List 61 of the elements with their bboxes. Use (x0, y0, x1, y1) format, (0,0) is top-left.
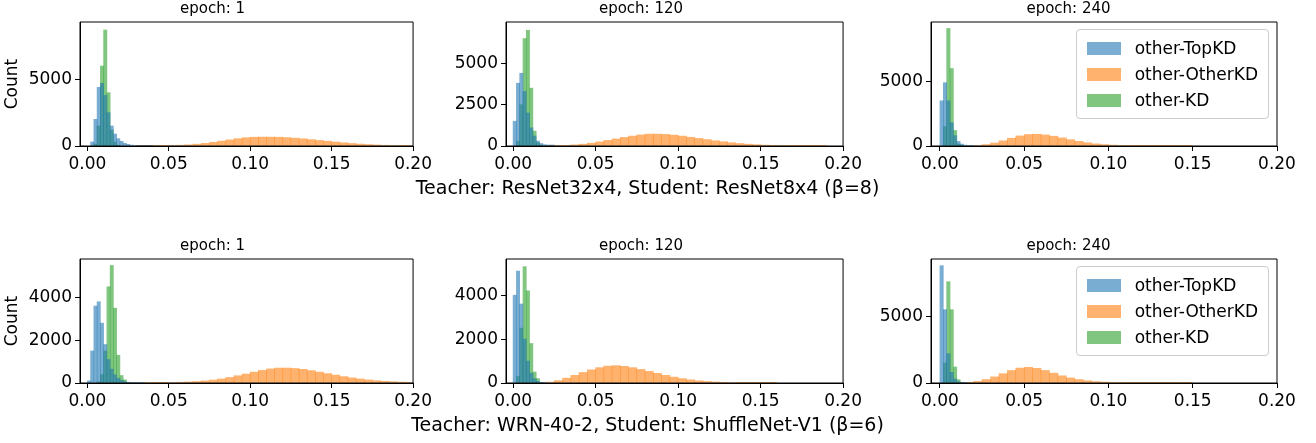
y-axis-title: Count (0, 58, 21, 110)
chart-title: epoch: 240 (1026, 235, 1111, 254)
y-tick-label: 2500 (454, 93, 498, 114)
x-tick-label: 0.10 (659, 389, 698, 410)
legend-label: other-TopKD (1134, 38, 1237, 58)
x-tick-label: 0.05 (576, 152, 615, 173)
x-tick-label: 0.05 (149, 389, 188, 410)
x-tick-label: 0.20 (824, 152, 862, 173)
x-tick-label: 0.05 (576, 389, 615, 410)
x-tick-label: 0.10 (1089, 152, 1128, 173)
x-tick-label: 0.10 (659, 152, 698, 173)
y-tick-label: 5000 (879, 69, 923, 90)
legend-label: other-KD (1134, 90, 1210, 110)
x-tick-label: 0.05 (1005, 152, 1044, 173)
y-tick-label: 0 (912, 134, 923, 155)
y-tick-label: 2000 (454, 327, 498, 348)
x-tick-label: 0.15 (1173, 389, 1212, 410)
x-axis-title: Teacher: WRN-40-2, Student: ShuffleNet-V1 (β=6) (411, 413, 884, 435)
x-tick-label: 0.15 (312, 152, 351, 173)
y-tick-label: 4000 (454, 283, 498, 304)
legend-label: other-KD (1134, 327, 1210, 347)
x-tick-label: 0.20 (824, 389, 862, 410)
legend-label: other-TopKD (1134, 275, 1237, 295)
y-tick-label: 2000 (28, 328, 72, 349)
x-axis-title: Teacher: ResNet32x4, Student: ResNet8x4 (β=8) (415, 176, 880, 198)
y-tick-label: 5000 (879, 304, 923, 325)
x-tick-label: 0.15 (312, 389, 351, 410)
x-tick-label: 0.00 (921, 389, 959, 410)
y-tick-label: 0 (487, 371, 498, 392)
y-tick-label: 0 (912, 371, 923, 392)
x-tick-label: 0.10 (1089, 389, 1128, 410)
x-tick-label: 0.05 (149, 152, 188, 173)
x-tick-label: 0.00 (68, 152, 107, 173)
y-tick-label: 0 (487, 134, 498, 155)
x-tick-label: 0.20 (1258, 152, 1296, 173)
x-tick-label: 0.20 (394, 389, 432, 410)
y-tick-label: 4000 (28, 285, 72, 306)
x-tick-label: 0.10 (231, 389, 270, 410)
chart-title: epoch: 1 (179, 0, 246, 17)
x-tick-label: 0.05 (1005, 389, 1044, 410)
legend-label: other-OtherKD (1134, 301, 1258, 321)
x-tick-label: 0.00 (921, 152, 959, 173)
x-tick-label: 0.00 (494, 389, 533, 410)
x-tick-label: 0.20 (394, 152, 432, 173)
x-tick-label: 0.20 (1258, 389, 1296, 410)
x-tick-label: 0.15 (1173, 152, 1212, 173)
x-tick-label: 0.00 (494, 152, 533, 173)
x-tick-label: 0.15 (741, 152, 780, 173)
legend-label: other-OtherKD (1134, 64, 1258, 84)
x-tick-label: 0.15 (741, 389, 780, 410)
y-tick-label: 0 (61, 134, 72, 155)
x-tick-label: 0.10 (231, 152, 270, 173)
chart-title: epoch: 240 (1026, 0, 1111, 17)
chart-title: epoch: 1 (179, 235, 246, 254)
y-tick-label: 5000 (454, 51, 498, 72)
y-tick-label: 5000 (28, 67, 72, 88)
x-tick-label: 0.00 (68, 389, 107, 410)
chart-title: epoch: 120 (598, 235, 684, 254)
y-tick-label: 0 (61, 371, 72, 392)
y-axis-title: Count (0, 295, 21, 347)
chart-title: epoch: 120 (598, 0, 684, 17)
